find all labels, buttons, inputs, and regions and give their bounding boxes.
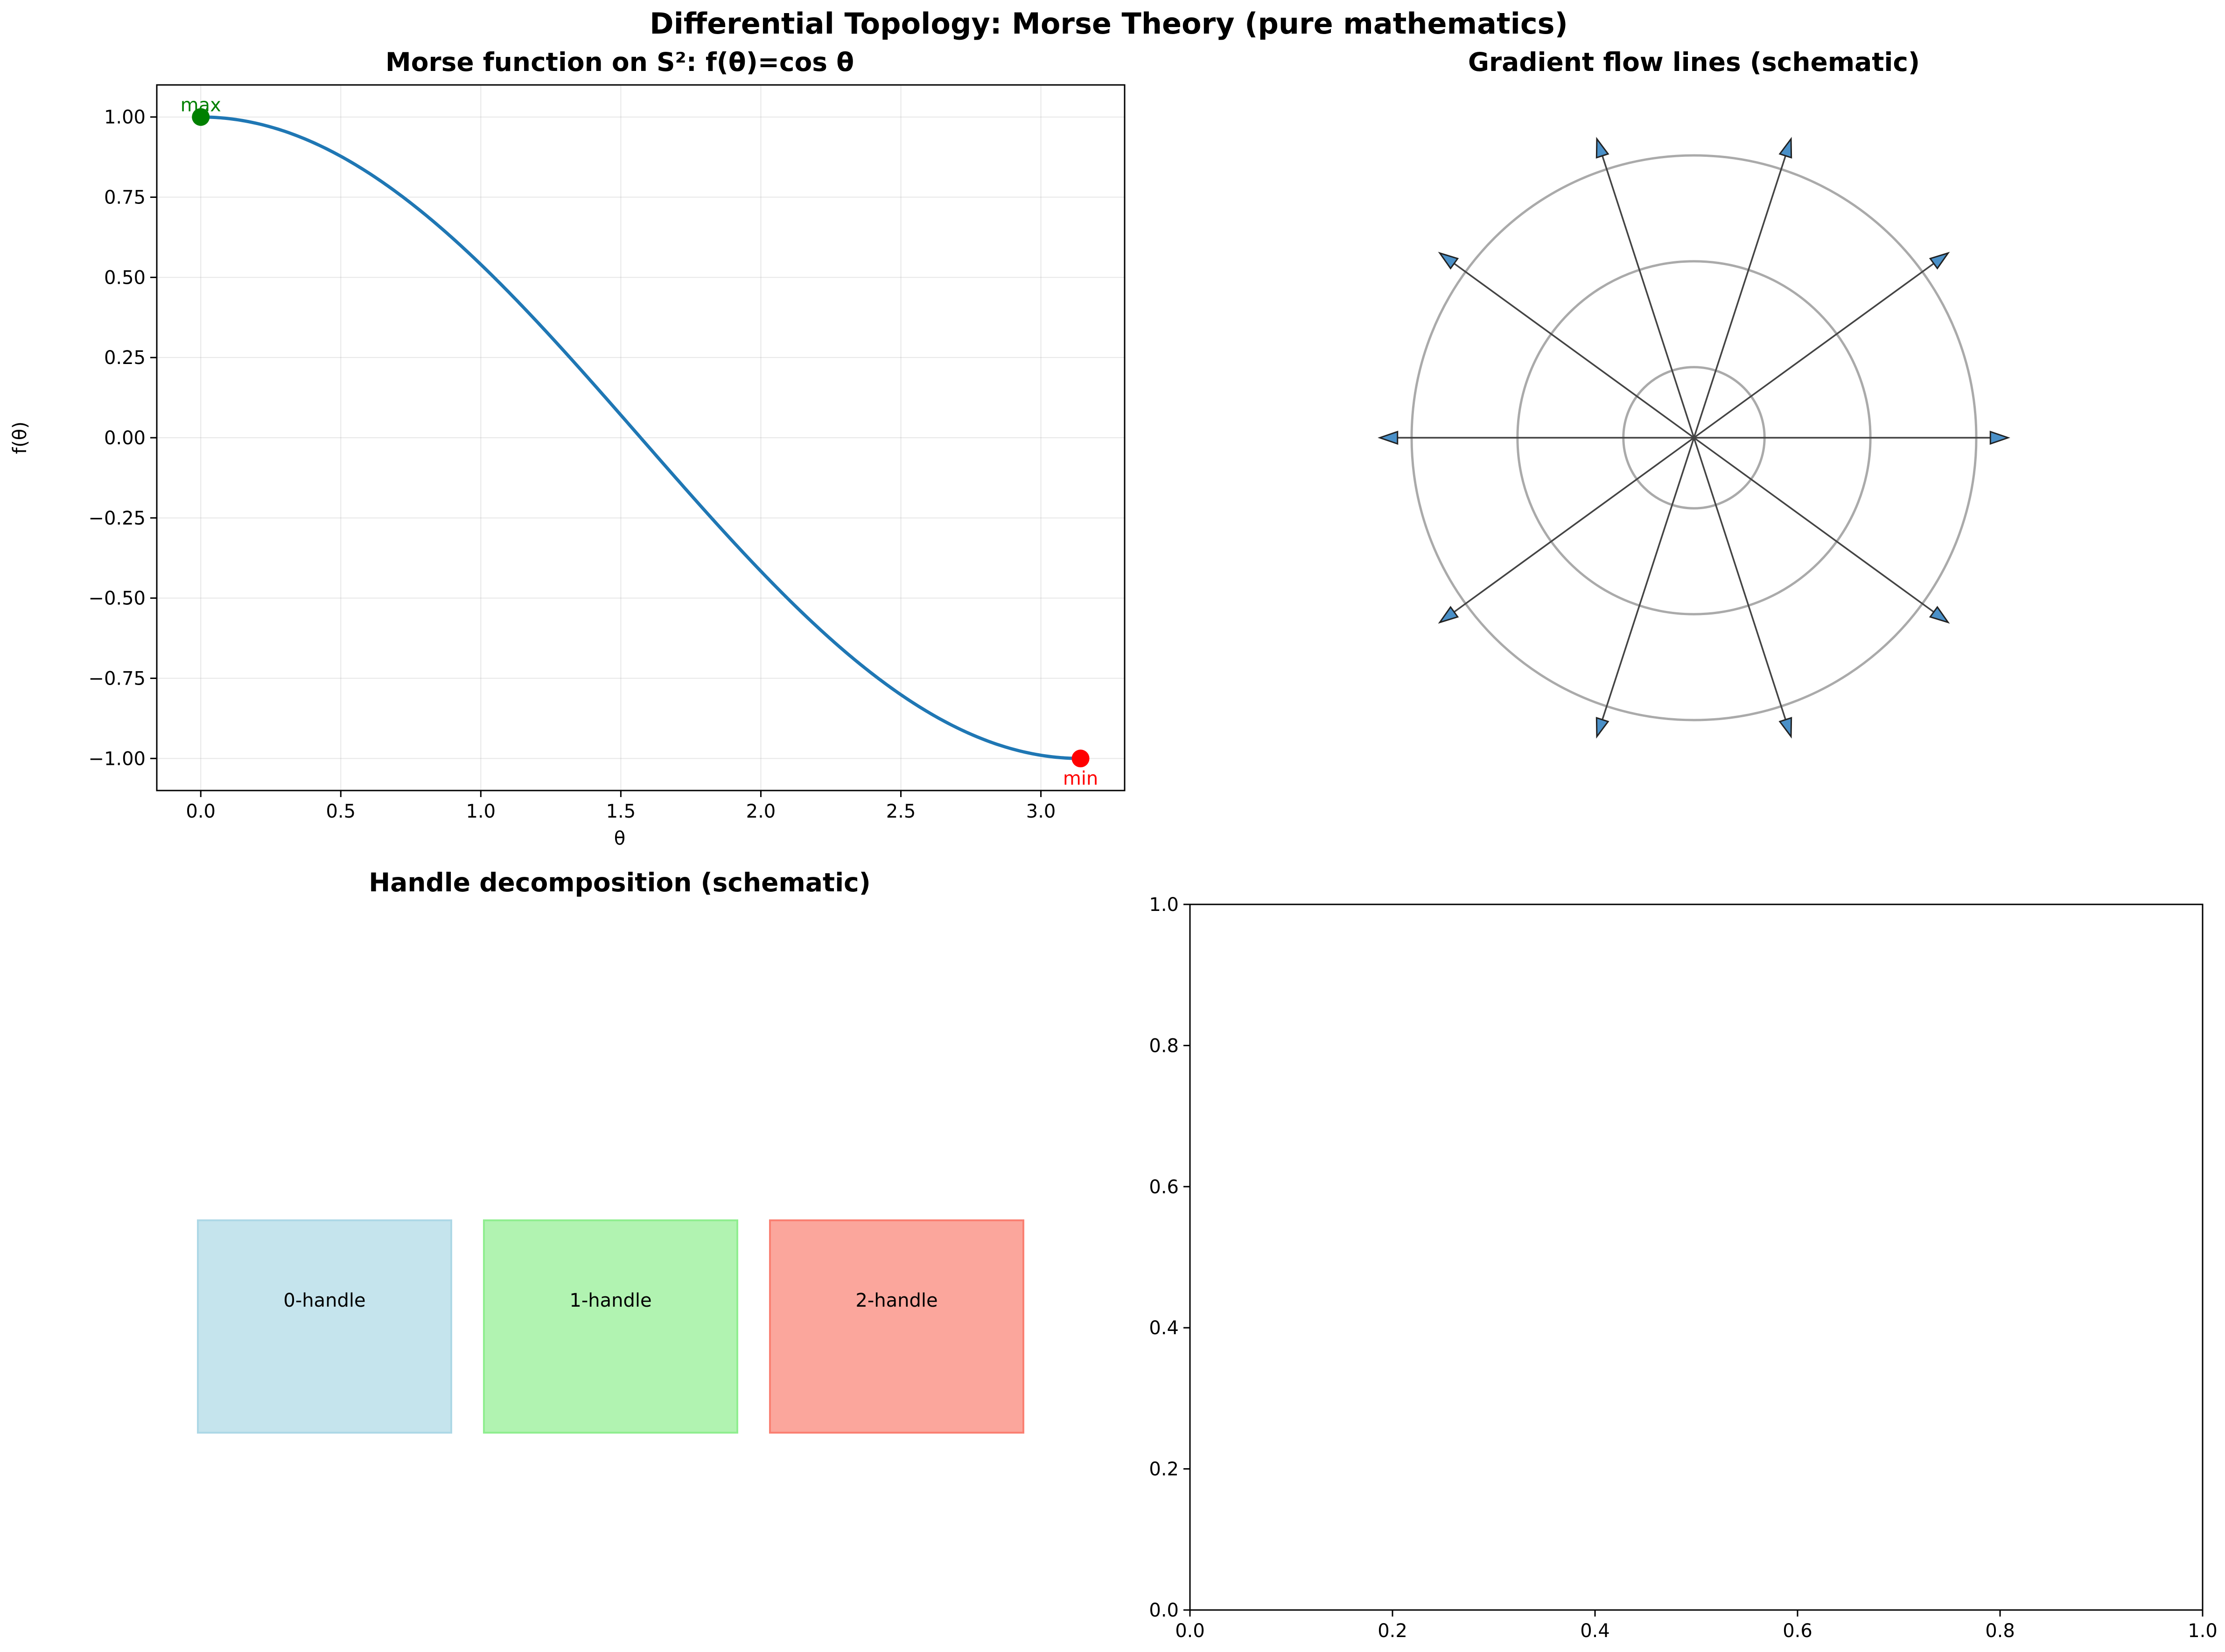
p1-y-tick-label: −1.00	[88, 748, 146, 770]
p4-y-tick-label: 0.8	[1149, 1035, 1179, 1057]
critical-points: max min	[181, 95, 1099, 790]
flow-arrowhead	[1929, 606, 1950, 624]
p4-x-tick-label: 1.0	[2188, 1620, 2218, 1642]
flow-arrowhead	[1438, 606, 1459, 624]
p4-y-tick-label: 0.0	[1149, 1600, 1179, 1621]
handle-label: 2-handle	[855, 1290, 938, 1311]
p1-x-tick-label: 1.5	[606, 801, 636, 822]
p4-x-tick-label: 0.2	[1378, 1620, 1407, 1642]
p1-y-tick-label: −0.75	[88, 668, 146, 689]
handle-box	[769, 1219, 1024, 1434]
p4-x-tick-label: 0.8	[1985, 1620, 2015, 1642]
p1-x-tick-label: 2.0	[746, 801, 776, 822]
flow-line	[1602, 437, 1695, 720]
handles-group: 0-handle 1-handle 2-handle	[197, 1219, 1024, 1434]
panel-handle-decomposition: Handle decomposition (schematic) 0-handl…	[197, 868, 1024, 1434]
p4-x-tick-label: 0.6	[1783, 1620, 1812, 1642]
flow-line	[1693, 155, 1786, 438]
critical-point-max	[192, 108, 210, 126]
panel-morse-function: Morse function on S²: f(θ)=cos θ maxmin …	[9, 47, 1126, 849]
panel-gradient-flow: Gradient flow lines (schematic)	[1378, 47, 2010, 739]
panel-empty-axes: 0.0 0.2 0.4 0.6 0.8 1.0 0.0 0.2 0.4 0.6 0.8 1.0	[1149, 894, 2217, 1642]
flow-arrowhead	[1778, 717, 1792, 739]
flow-arrowhead	[1778, 137, 1792, 159]
panel-handle-title: Handle decomposition (schematic)	[369, 868, 871, 897]
flow-line	[1454, 263, 1695, 439]
flow-line	[1693, 437, 1934, 613]
p1-y-axis-label: f(θ)	[9, 421, 31, 454]
flow-arrowhead	[1595, 137, 1609, 159]
flow-arrowhead	[1438, 252, 1459, 270]
p1-x-tick-label: 2.5	[886, 801, 916, 822]
flow-arrowhead	[1378, 430, 1399, 445]
flow-arrowhead	[1595, 717, 1609, 739]
p1-x-tick-label: 3.0	[1026, 801, 1056, 822]
handle-box	[197, 1219, 452, 1434]
p4-y-tick-label: 1.0	[1149, 894, 1179, 916]
critical-point-min	[1071, 749, 1090, 768]
p4-x-tick-label: 0.4	[1580, 1620, 1610, 1642]
p4-y-tick-label: 0.2	[1149, 1459, 1179, 1480]
p1-x-ticks: 0.0 0.5 1.0 1.5 2.0 2.5 3.0	[186, 791, 1056, 822]
flow-arrows	[1378, 137, 2010, 739]
panel-morse-title: Morse function on S²: f(θ)=cos θ	[385, 47, 854, 77]
handle-label: 1-handle	[569, 1290, 651, 1311]
p1-y-tick-label: 1.00	[104, 107, 146, 128]
p4-x-ticks: 0.0 0.2 0.4 0.6 0.8 1.0	[1175, 1610, 2218, 1642]
p1-y-tick-label: −0.50	[88, 588, 146, 609]
flow-arrowhead	[1929, 252, 1950, 270]
p1-y-tick-label: 0.00	[104, 427, 146, 449]
figure-suptitle: Differential Topology: Morse Theory (pur…	[650, 7, 1568, 41]
cos-curve	[201, 115, 1081, 760]
handle-box	[483, 1219, 738, 1434]
critical-point-label-max: max	[181, 95, 221, 116]
p1-y-ticks: 1.00 0.75 0.50 0.25 0.00 −0.25 −0.50 −0.75 −1.00	[88, 107, 157, 770]
p1-y-tick-label: 0.50	[104, 267, 146, 288]
flow-line	[1693, 263, 1934, 439]
p1-y-tick-label: −0.25	[88, 508, 146, 529]
p1-x-tick-label: 0.0	[186, 801, 216, 822]
flow-line	[1693, 437, 1786, 720]
handle-label: 0-handle	[283, 1290, 365, 1311]
critical-point-label-min: min	[1063, 768, 1098, 789]
p4-axes-frame	[1189, 903, 2204, 1611]
p4-y-tick-label: 0.4	[1149, 1317, 1179, 1339]
p1-x-tick-label: 1.0	[466, 801, 496, 822]
flow-arrowhead	[1989, 430, 2010, 445]
p4-y-ticks: 0.0 0.2 0.4 0.6 0.8 1.0	[1149, 894, 1190, 1621]
p4-x-tick-label: 0.0	[1175, 1620, 1205, 1642]
p1-x-axis-label: θ	[614, 828, 625, 849]
flow-line	[1602, 155, 1695, 438]
p1-y-tick-label: 0.75	[104, 187, 146, 209]
p1-x-tick-label: 0.5	[326, 801, 356, 822]
panel-gradient-title: Gradient flow lines (schematic)	[1468, 47, 1920, 77]
flow-line	[1454, 437, 1695, 613]
p4-y-tick-label: 0.6	[1149, 1176, 1179, 1198]
p1-y-tick-label: 0.25	[104, 347, 146, 369]
